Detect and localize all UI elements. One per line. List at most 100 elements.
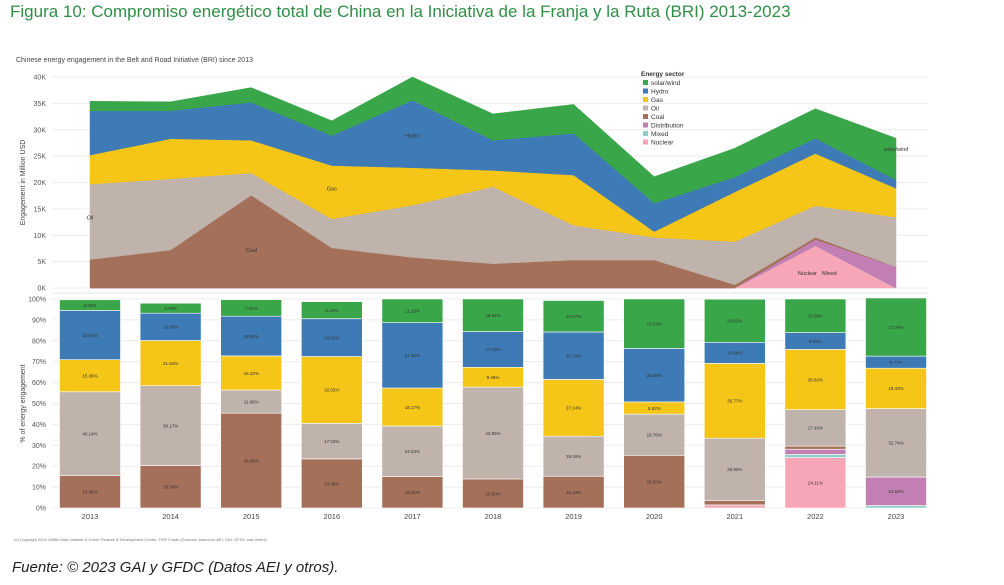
bar-y-tick-label: 90%	[32, 317, 46, 324]
legend-swatch-gas	[643, 97, 648, 102]
area-y-tick-label: 5K	[37, 259, 46, 266]
bar-data-label: 18.17%	[405, 405, 420, 410]
bar-data-label: 35.77%	[727, 399, 742, 404]
bar-segment-solar-wind	[865, 297, 927, 357]
x-tick-label: 2017	[404, 512, 421, 521]
source-note: Fuente: © 2023 GAI y GFDC (Datos AEI y o…	[12, 559, 339, 576]
legend-swatch-oil	[643, 105, 648, 111]
bar-data-label: 15.45%	[82, 490, 97, 495]
bar-segment-coal	[139, 465, 202, 509]
bar-segment-solar-wind	[381, 298, 444, 323]
bar-data-label: 45.39%	[244, 458, 259, 463]
bar-data-label: 5.82%	[648, 406, 661, 411]
copyright-note: (c) Copyright 2024 Griffith Asia Institu…	[14, 537, 267, 542]
x-tick-label: 2021	[726, 512, 743, 521]
bar-data-label: 25.59%	[647, 373, 662, 378]
area-y-tick-label: 35K	[34, 101, 47, 108]
bar-segment-gas	[703, 363, 766, 439]
bar-segment-solar-wind	[623, 298, 686, 349]
bar-data-label: 20.62%	[727, 319, 742, 324]
legend-swatch-solar-wind	[643, 80, 648, 85]
bar-segment-solar-wind	[542, 300, 605, 333]
bar-data-label: 15.19%	[566, 490, 581, 495]
bar-data-label: 10.09%	[727, 351, 742, 356]
bar-segment-gas	[59, 359, 121, 393]
bar-y-tick-label: 20%	[32, 464, 46, 471]
bar-data-label: 20.34%	[163, 485, 178, 490]
area-y-tick-label: 20K	[34, 180, 47, 187]
bar-y-tick-label: 80%	[32, 338, 46, 345]
bar-segment-oil	[865, 408, 927, 478]
bar-data-label: 24.23%	[405, 449, 420, 454]
bar-data-label: 17.03%	[324, 439, 339, 444]
bar-segment-solar-wind	[462, 298, 524, 332]
bar-data-label: 15.54%	[485, 313, 500, 318]
bar-segment-mixed	[784, 454, 847, 458]
bar-y-tick-label: 70%	[32, 359, 46, 366]
figure-title: Figura 10: Compromiso energético total d…	[10, 2, 791, 21]
x-tick-label: 2023	[888, 512, 905, 521]
x-tick-label: 2014	[162, 512, 179, 521]
area-y-tick-label: 40K	[34, 75, 47, 82]
bar-y-tick-label: 60%	[32, 380, 46, 387]
bar-data-label: 5.06%	[84, 303, 97, 308]
bar-segment-solar-wind	[139, 302, 202, 314]
x-tick-label: 2013	[82, 512, 99, 521]
bar-segment-solar-wind	[59, 299, 121, 311]
bar-segment-hydro	[542, 331, 605, 380]
bar-data-label: 17.45%	[808, 426, 823, 431]
bar-data-label: 15.01%	[405, 490, 420, 495]
bar-segment-coal	[462, 478, 524, 509]
bar-data-label: 15.07%	[566, 314, 581, 319]
bar-segment-coal	[59, 475, 121, 509]
legend-swatch-hydro	[643, 88, 648, 94]
area-y-tick-label: 30K	[34, 127, 47, 134]
x-tick-label: 2015	[243, 512, 260, 521]
bar-data-label: 22.70%	[566, 354, 581, 359]
legend-title: Energy sector	[641, 71, 685, 78]
bar-segment-coal	[381, 476, 444, 509]
bar-segment-hydro	[139, 312, 202, 341]
bar-data-label: 5.77%	[890, 360, 903, 365]
bar-data-label: 13.06%	[163, 325, 178, 330]
bar-data-label: 23.48%	[324, 481, 339, 486]
area-annotation-hydro: Hydro	[405, 134, 420, 140]
bar-data-label: 31.30%	[405, 353, 420, 358]
area-annotation-coal: Coal	[246, 248, 257, 254]
bar-data-label: 7.91%	[245, 306, 258, 311]
area-y-tick-label: 0K	[37, 286, 46, 293]
bar-data-label: 21.64%	[163, 361, 178, 366]
bar-data-label: 32.02%	[324, 388, 339, 393]
x-tick-label: 2019	[565, 512, 582, 521]
bar-segment-coal	[300, 458, 363, 509]
x-tick-label: 2022	[807, 512, 824, 521]
bar-segment-distribution	[784, 448, 847, 455]
bar-segment-coal	[703, 500, 766, 506]
bar-data-label: 8.14%	[325, 308, 338, 313]
area-annotation-mixed: Mixed	[822, 271, 837, 277]
area-annotation-solar-wind: solar/wind	[884, 147, 909, 153]
area-y-tick-label: 10K	[34, 233, 47, 240]
bar-y-tick-label: 50%	[32, 401, 46, 408]
bar-data-label: 16.32%	[244, 371, 259, 376]
bar-segment-coal	[784, 445, 847, 450]
area-chart-title: Chinese energy engagement in the Belt an…	[16, 57, 253, 64]
bar-segment-gas	[220, 355, 282, 391]
bar-y-tick-label: 100%	[28, 297, 46, 304]
area-chart: Chinese energy engagement in the Belt an…	[16, 57, 928, 293]
area-annotation-gas: Gas	[327, 186, 337, 192]
legend-label-coal: Coal	[651, 114, 665, 121]
bar-segment-gas	[865, 367, 927, 409]
bar-data-label: 43.96%	[485, 431, 500, 436]
bar-segment-oil	[139, 385, 202, 466]
x-tick-label: 2016	[323, 512, 340, 521]
bar-segment-solar-wind	[220, 299, 282, 317]
legend-swatch-distribution	[643, 122, 648, 128]
bar-segment-solar-wind	[784, 298, 847, 333]
legend-swatch-mixed	[643, 131, 648, 136]
bar-segment-oil	[542, 435, 605, 477]
area-y-axis-label: Engagement in Million USD	[20, 140, 27, 226]
bar-data-label: 9.46%	[487, 375, 500, 380]
bar-segment-oil	[381, 425, 444, 477]
